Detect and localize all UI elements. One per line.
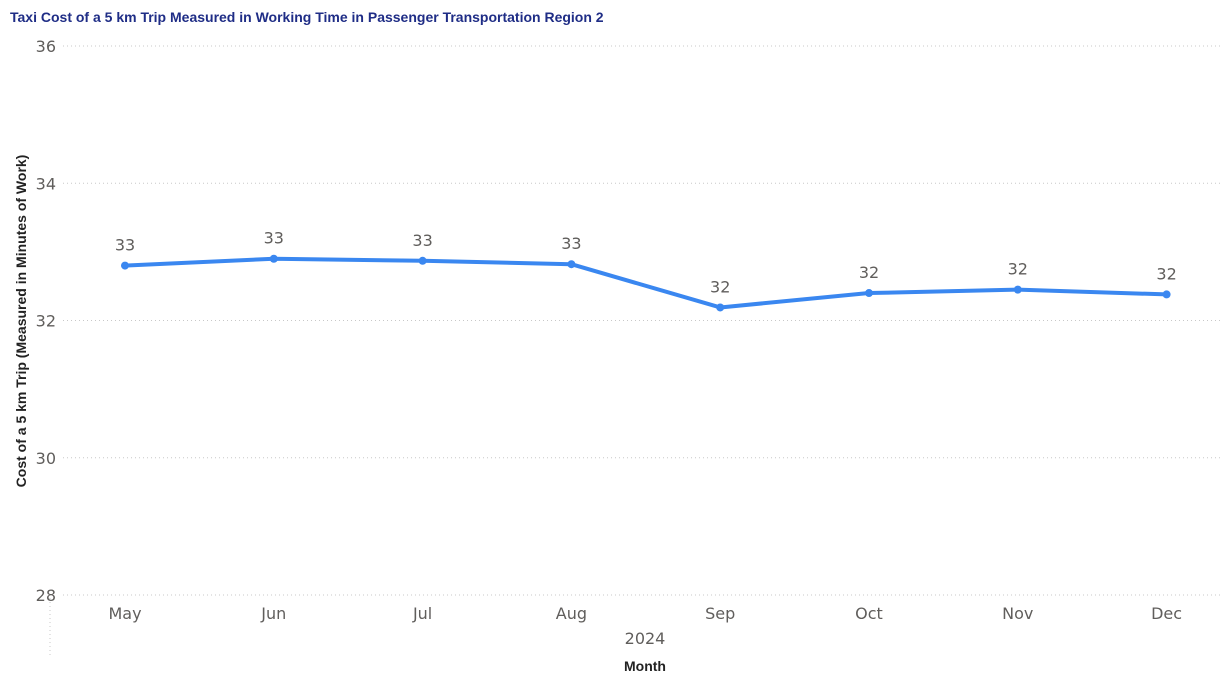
y-tick-label: 36 <box>36 37 56 56</box>
chart-title: Taxi Cost of a 5 km Trip Measured in Wor… <box>10 9 604 25</box>
data-label: 32 <box>859 263 879 282</box>
y-tick-label: 28 <box>36 586 56 605</box>
data-label: 33 <box>264 229 284 248</box>
x-tick-label: May <box>108 604 141 623</box>
data-label: 32 <box>1008 260 1028 279</box>
x-axis-label: Month <box>624 658 666 674</box>
x-tick-label: Sep <box>705 604 735 623</box>
data-point[interactable] <box>1162 290 1171 299</box>
series-line <box>123 256 1169 310</box>
x-tick-label: Jul <box>412 604 432 623</box>
data-point[interactable] <box>418 256 427 265</box>
data-point[interactable] <box>1013 285 1022 294</box>
data-label: 33 <box>561 234 581 253</box>
x-axis-year-label: 2024 <box>624 629 666 648</box>
x-tick-label: Aug <box>556 604 587 623</box>
y-tick-label: 30 <box>36 449 56 468</box>
data-label: 32 <box>710 277 730 296</box>
x-tick-label: Oct <box>855 604 883 623</box>
data-point[interactable] <box>567 260 576 269</box>
data-label: 32 <box>1156 264 1176 283</box>
data-label: 33 <box>412 231 432 250</box>
x-tick-label: Nov <box>1002 604 1033 623</box>
x-axis-ticks: May Jun Jul Aug Sep Oct Nov Dec <box>108 604 1182 623</box>
data-labels: 33 33 33 33 32 32 32 32 <box>115 229 1177 297</box>
data-point[interactable] <box>269 254 278 263</box>
data-point[interactable] <box>716 303 725 312</box>
y-tick-label: 34 <box>36 174 56 193</box>
y-tick-label: 32 <box>36 312 56 331</box>
x-tick-label: Jun <box>260 604 286 623</box>
series-layer <box>121 254 1171 312</box>
x-tick-label: Dec <box>1151 604 1182 623</box>
gridlines <box>49 45 1223 655</box>
data-point[interactable] <box>865 289 873 298</box>
data-point[interactable] <box>121 261 129 270</box>
y-axis-ticks: 28 30 32 34 36 <box>36 37 56 605</box>
data-label: 33 <box>115 236 135 255</box>
